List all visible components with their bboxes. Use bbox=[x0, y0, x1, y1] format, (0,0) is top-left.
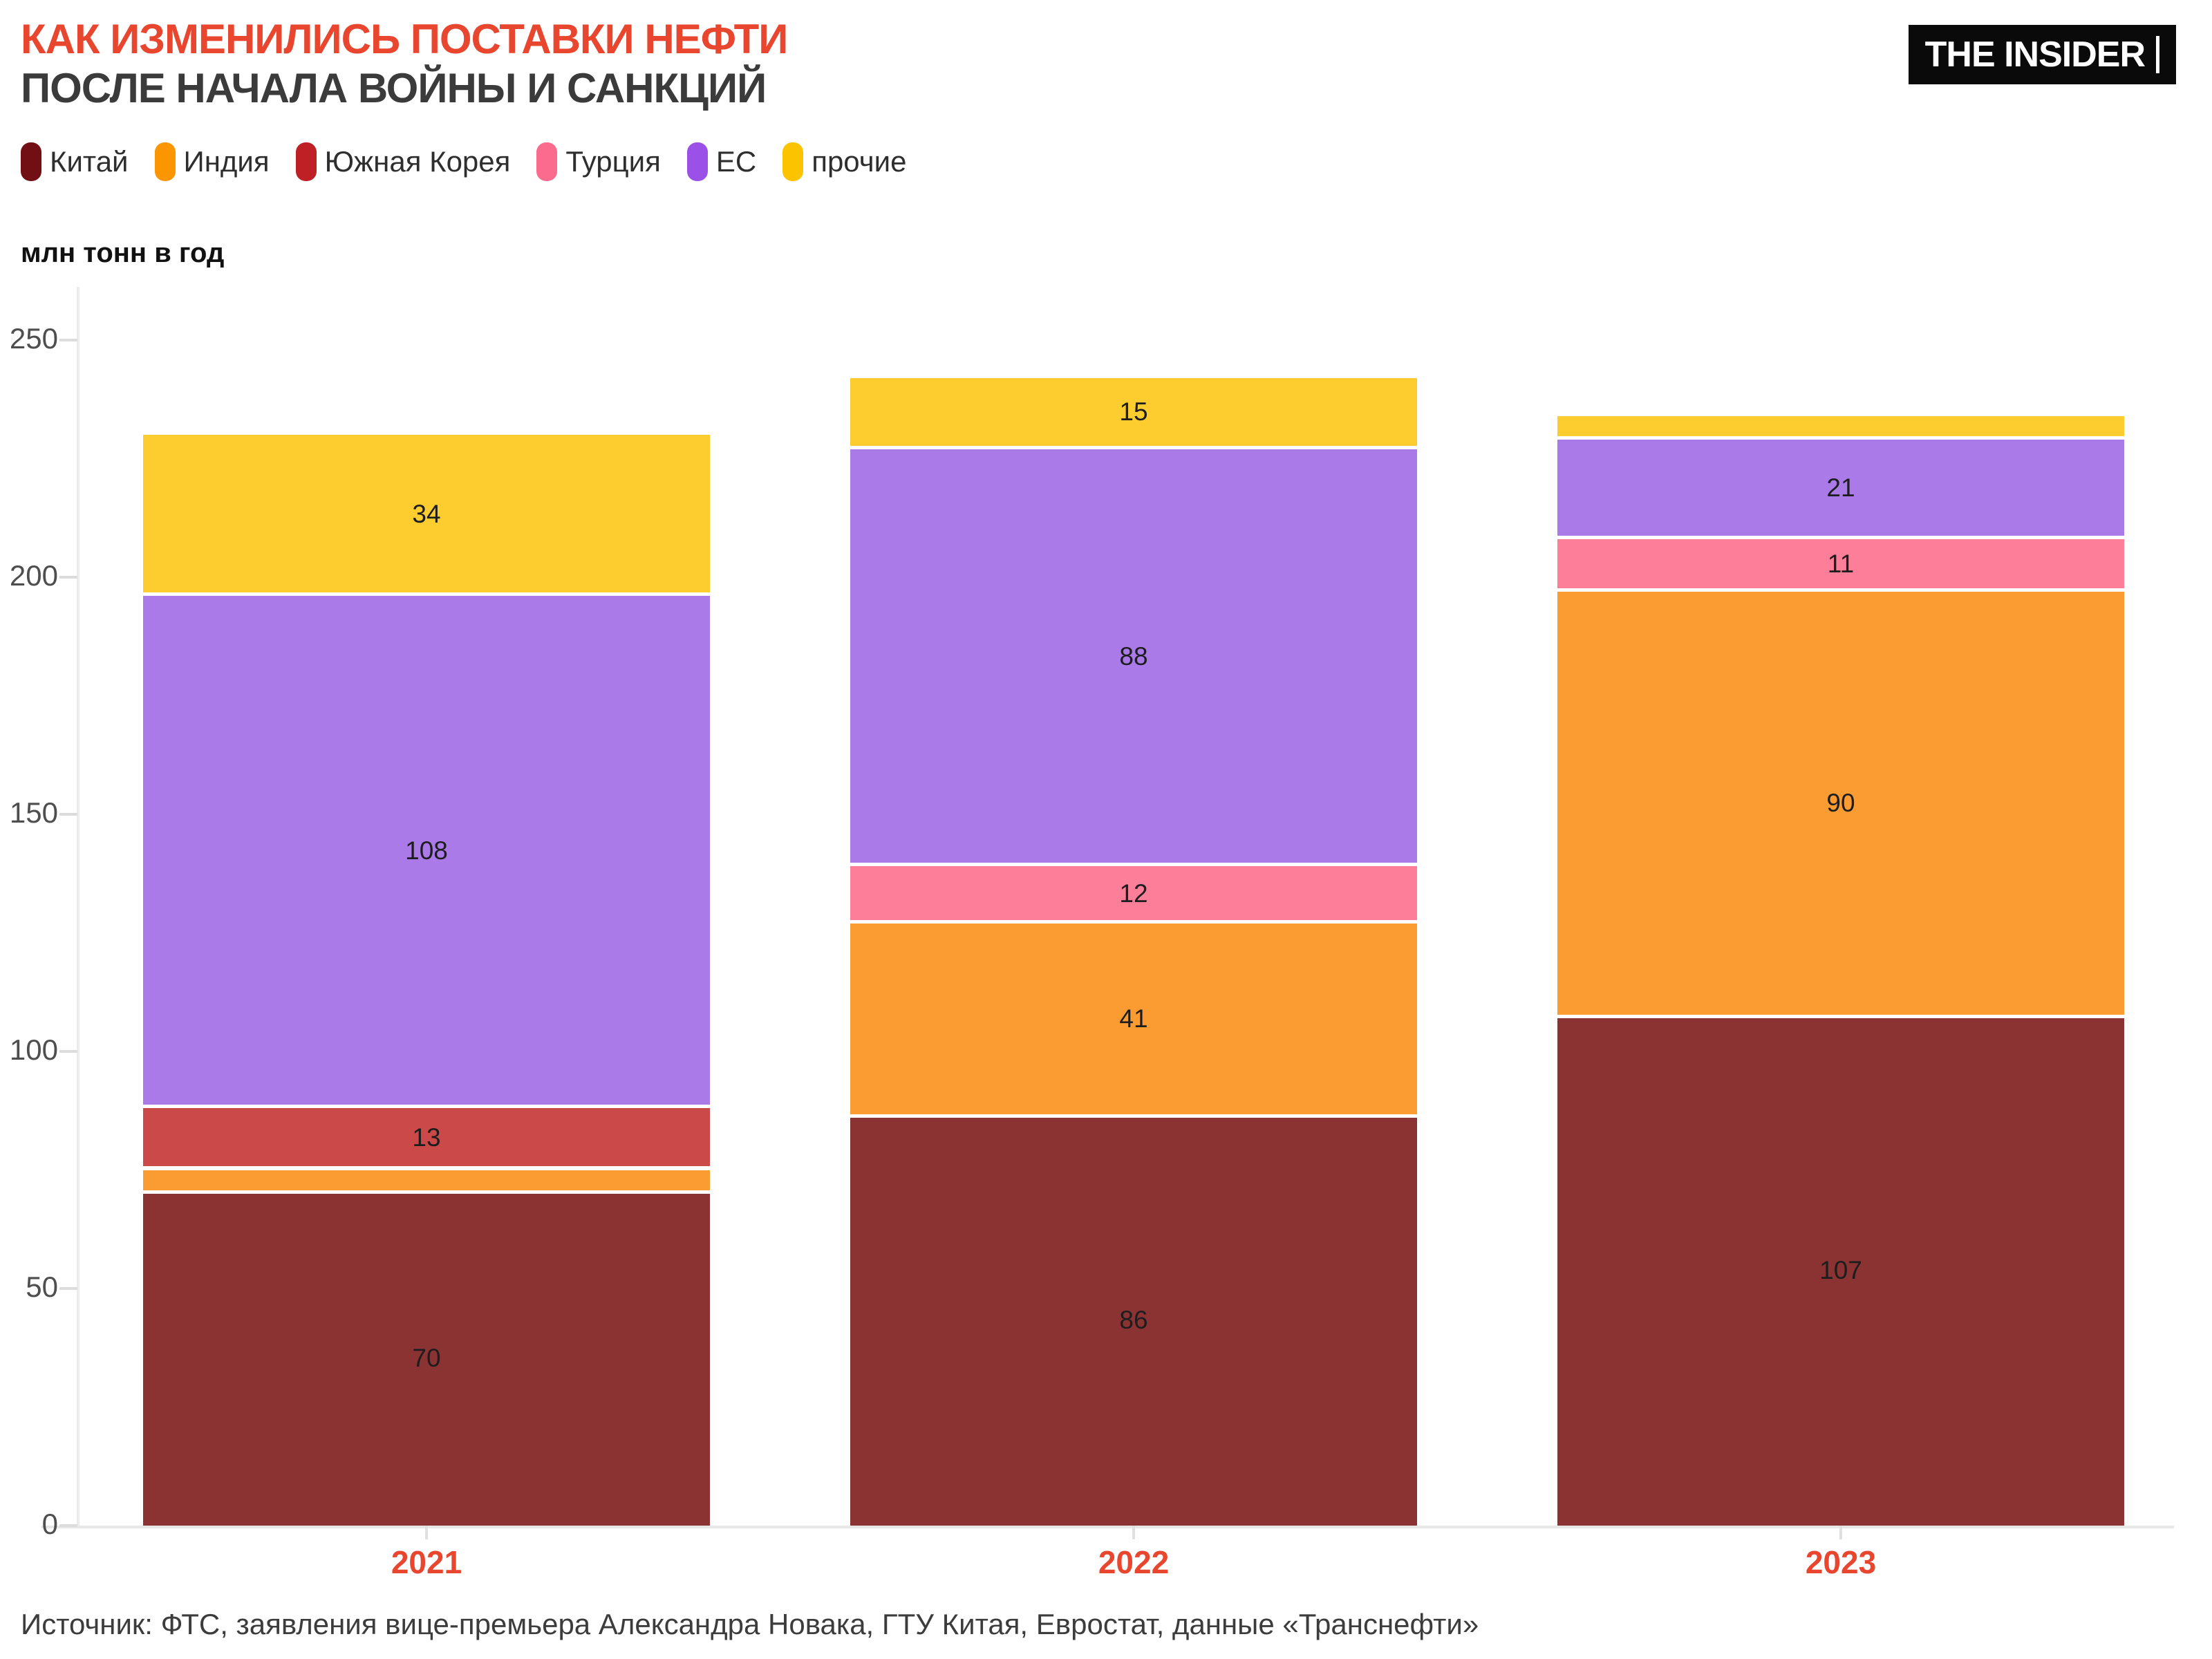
legend-label: прочие bbox=[812, 145, 907, 178]
legend-item: ЕС bbox=[686, 142, 757, 181]
bar-segment-value: 41 bbox=[1119, 1004, 1148, 1033]
y-tick-mark bbox=[59, 339, 77, 341]
legend-swatch bbox=[686, 142, 708, 181]
bar-segment-value: 88 bbox=[1119, 641, 1148, 671]
title-line-1: КАК ИЗМЕНИЛИСЬ ПОСТАВКИ НЕФТИ bbox=[21, 16, 788, 62]
y-tick-mark bbox=[59, 1287, 77, 1290]
legend-label: Турция bbox=[565, 145, 661, 178]
legend-swatch bbox=[782, 142, 804, 181]
bar-segment-1-Турция bbox=[850, 866, 1417, 924]
bar-segment-value: 11 bbox=[1827, 549, 1855, 578]
legend-swatch bbox=[154, 142, 176, 181]
legend-swatch bbox=[536, 142, 558, 181]
y-tick-label: 200 bbox=[9, 559, 58, 592]
bar-segment-2-ЕС bbox=[1557, 440, 2124, 540]
legend-item: Индия bbox=[154, 142, 270, 181]
legend-label: ЕС bbox=[715, 145, 757, 178]
legend-item: Южная Корея bbox=[295, 142, 511, 181]
bar-segment-1-Китай bbox=[850, 1118, 1417, 1526]
bar-segment-value: 34 bbox=[412, 499, 441, 528]
y-tick-mark bbox=[59, 1050, 77, 1053]
y-tick-label: 150 bbox=[9, 796, 58, 829]
bar-segment-1-прочие bbox=[850, 377, 1417, 449]
bar-segment-2-Китай bbox=[1557, 1018, 2124, 1526]
bar-segment-0-прочие bbox=[143, 435, 710, 597]
y-tick-label: 100 bbox=[9, 1033, 58, 1066]
bar-segment-value: 12 bbox=[1119, 879, 1148, 908]
bar-segment-value: 21 bbox=[1826, 474, 1855, 503]
logo-text: THE INSIDER bbox=[1924, 35, 2146, 75]
bar-segment-1-Индия bbox=[850, 923, 1417, 1118]
x-tick-mark bbox=[425, 1526, 428, 1539]
bar-segment-value: 90 bbox=[1826, 789, 1855, 818]
bar-segment-2-прочие bbox=[1557, 415, 2124, 440]
legend-swatch bbox=[21, 142, 41, 181]
bar-segment-0-Китай bbox=[143, 1193, 710, 1526]
bar-segment-value: 70 bbox=[412, 1343, 441, 1372]
y-axis-line bbox=[77, 287, 79, 1526]
y-tick-mark bbox=[59, 576, 77, 579]
legend-label: Южная Корея bbox=[324, 145, 511, 178]
legend-label: Индия bbox=[183, 145, 270, 178]
bar-segment-value: 107 bbox=[1819, 1255, 1862, 1284]
legend-item: прочие bbox=[782, 142, 906, 181]
bar-segment-value: 15 bbox=[1119, 397, 1148, 427]
legend-item: Китай bbox=[21, 142, 129, 181]
y-tick-mark bbox=[59, 813, 77, 816]
legend-swatch bbox=[295, 142, 317, 181]
bar-segment-0-Индия bbox=[143, 1170, 710, 1194]
the-insider-logo: THE INSIDER bbox=[1908, 25, 2176, 84]
y-tick-label: 0 bbox=[41, 1508, 58, 1540]
y-tick-label: 250 bbox=[9, 322, 58, 355]
title-line-2: ПОСЛЕ НАЧАЛА ВОЙНЫ И САНКЦИЙ bbox=[21, 64, 767, 111]
x-tick-mark bbox=[1132, 1526, 1135, 1539]
logo-cursor-bar bbox=[2156, 36, 2159, 73]
x-axis-year-label: 2023 bbox=[1805, 1544, 1877, 1580]
y-axis-units-label: млн тонн в год bbox=[21, 238, 225, 268]
source-note: Источник: ФТС, заявления вице-премьера А… bbox=[21, 1608, 1479, 1640]
x-axis-year-label: 2022 bbox=[1098, 1544, 1170, 1580]
y-tick-label: 50 bbox=[26, 1271, 58, 1303]
legend: Китай Индия Южная Корея Турция ЕС прочие bbox=[21, 142, 906, 181]
bar-segment-0-ЕС bbox=[143, 596, 710, 1109]
bar-segment-1-ЕС bbox=[850, 449, 1417, 867]
y-tick-mark bbox=[59, 1524, 77, 1527]
bar-segment-value: 108 bbox=[405, 836, 448, 865]
bar-segment-0-Южная Корея bbox=[143, 1108, 710, 1170]
legend-item: Турция bbox=[536, 142, 661, 181]
bar-segment-2-Индия bbox=[1557, 591, 2124, 1018]
x-tick-mark bbox=[1839, 1526, 1842, 1539]
bar-segment-value: 13 bbox=[412, 1123, 441, 1152]
legend-label: Китай bbox=[50, 145, 129, 178]
page-title: КАК ИЗМЕНИЛИСЬ ПОСТАВКИ НЕФТИ ПОСЛЕ НАЧА… bbox=[21, 15, 788, 113]
x-axis-line bbox=[41, 1526, 2174, 1528]
bar-segment-value: 86 bbox=[1119, 1306, 1148, 1335]
x-axis-year-label: 2021 bbox=[391, 1544, 462, 1580]
bar-segment-2-Турция bbox=[1557, 539, 2124, 592]
